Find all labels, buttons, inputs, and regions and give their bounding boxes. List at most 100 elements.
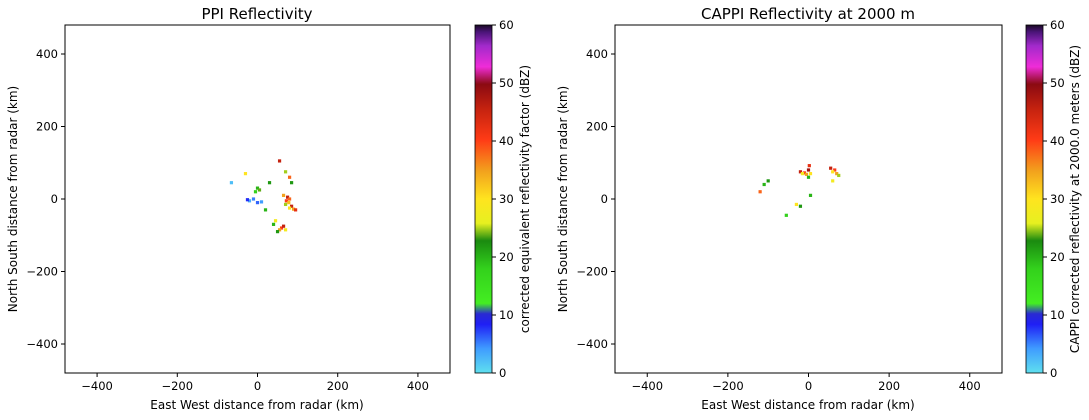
ppi-colorbar-label: corrected equivalent reflectivity factor… <box>518 65 532 333</box>
cappi-y-axis: −400 −200 0 200 400 <box>576 47 615 351</box>
ppi-echo-cell <box>287 175 292 179</box>
ppi-xtick-label: 400 <box>407 379 429 393</box>
ppi-echo-cell <box>284 199 288 203</box>
cappi-echo-cell <box>798 204 803 208</box>
ppi-echo-cell <box>277 159 282 163</box>
ppi-echo-cell <box>263 208 268 212</box>
ppi-echo-cell <box>253 190 258 194</box>
cappi-echo-cell <box>762 182 766 187</box>
cappi-echo-cell <box>831 170 835 174</box>
cappi-echo-cell <box>831 179 835 183</box>
cappi-echo-cell <box>807 164 811 168</box>
ppi-ytick-label: −200 <box>26 265 58 279</box>
cappi-echo-cell <box>802 171 807 175</box>
ppi-x-axis-label: East West distance from radar (km) <box>150 398 363 412</box>
cappi-ytick-label: −400 <box>576 337 608 351</box>
cappi-echo-cell <box>808 172 813 176</box>
ppi-echo-cell <box>281 224 286 228</box>
ppi-echo-cell <box>289 181 294 185</box>
cappi-echo-cell <box>798 170 803 174</box>
cappi-ytick-label: 200 <box>586 120 608 134</box>
ppi-echo-cell <box>271 222 276 226</box>
ppi-colorbar-ticks: 0 10 20 30 40 50 60 <box>492 18 514 380</box>
cappi-echo-cell <box>806 168 811 172</box>
cappi-xtick-label: 0 <box>805 379 812 393</box>
cappi-echo-cell <box>804 172 809 176</box>
ppi-echo-layer <box>229 159 298 234</box>
cappi-chart-title: CAPPI Reflectivity at 2000 m <box>701 5 915 23</box>
ppi-xtick-label: −200 <box>161 379 193 393</box>
ppi-xtick-label: 200 <box>327 379 349 393</box>
ppi-echo-cell <box>279 226 284 230</box>
cappi-colorbar-tick-label: 0 <box>1050 366 1057 380</box>
ppi-echo-cell <box>293 208 298 212</box>
ppi-echo-cell <box>251 197 256 201</box>
cappi-echo-cell <box>766 179 770 183</box>
ppi-echo-cell <box>275 230 280 234</box>
cappi-colorbar-tick-label: 10 <box>1050 308 1065 322</box>
ppi-colorbar-tick-label: 30 <box>499 192 514 206</box>
ppi-echo-cell <box>285 195 290 199</box>
cappi-colorbar-tick-label: 40 <box>1050 134 1065 148</box>
cappi-echo-cell <box>794 202 799 207</box>
cappi-ytick-label: −200 <box>576 265 608 279</box>
cappi-xtick-label: 200 <box>878 379 900 393</box>
ppi-echo-cell <box>255 186 260 190</box>
cappi-xtick-label: −400 <box>631 379 663 393</box>
cappi-xtick-label: −200 <box>712 379 744 393</box>
ppi-echo-cell <box>283 228 288 232</box>
ppi-echo-cell <box>287 206 292 210</box>
cappi-echo-cell <box>837 173 841 178</box>
ppi-echo-cell <box>287 197 292 201</box>
ppi-echo-cell <box>267 181 272 185</box>
ppi-echo-cell <box>255 201 260 205</box>
ppi-echo-cell <box>277 228 282 232</box>
cappi-colorbar-tick-label: 30 <box>1050 192 1065 206</box>
ppi-colorbar-tick-label: 20 <box>499 250 514 264</box>
ppi-echo-cell <box>245 198 250 202</box>
ppi-ytick-label: −400 <box>26 337 58 351</box>
ppi-colorbar-tick-label: 40 <box>499 134 514 148</box>
ppi-echo-cell <box>273 219 278 223</box>
cappi-echo-cell <box>808 193 813 197</box>
ppi-echo-cell <box>247 199 252 203</box>
ppi-echo-cell <box>229 181 234 185</box>
ppi-ytick-label: 200 <box>36 120 58 134</box>
cappi-x-axis-label: East West distance from radar (km) <box>701 398 914 412</box>
cappi-echo-cell <box>833 168 837 172</box>
ppi-plot-area <box>64 24 451 374</box>
ppi-y-axis-label: North South distance from radar (km) <box>6 86 20 312</box>
ppi-echo-cell <box>283 202 288 207</box>
cappi-ytick-label: 0 <box>601 192 608 206</box>
cappi-echo-cell <box>829 166 833 170</box>
ppi-echo-cell <box>289 204 294 208</box>
ppi-y-axis: −400 −200 0 200 400 <box>26 47 65 351</box>
ppi-echo-cell <box>283 170 288 174</box>
ppi-echo-cell <box>257 188 262 192</box>
cappi-colorbar <box>1025 24 1044 374</box>
ppi-echo-cell <box>291 207 296 211</box>
ppi-colorbar <box>474 24 493 374</box>
cappi-plot-area <box>614 24 1003 374</box>
cappi-colorbar-ticks: 0 10 20 30 40 50 60 <box>1043 18 1065 380</box>
ppi-colorbar-tick-label: 0 <box>499 366 506 380</box>
cappi-echo-cell <box>835 172 839 176</box>
ppi-panel: PPI Reflectivity −400 −200 0 200 400 −400−20… <box>6 5 532 412</box>
cappi-echo-layer <box>758 164 841 217</box>
cappi-colorbar-tick-label: 60 <box>1050 18 1065 32</box>
cappi-colorbar-tick-label: 20 <box>1050 250 1065 264</box>
ppi-echo-cell <box>243 172 248 176</box>
cappi-echo-cell <box>784 213 788 217</box>
cappi-colorbar-tick-label: 50 <box>1050 76 1065 90</box>
cappi-echo-cell <box>758 190 762 194</box>
ppi-colorbar-tick-label: 10 <box>499 308 514 322</box>
cappi-panel: CAPPI Reflectivity at 2000 m −400 −200 0 20… <box>556 5 1082 412</box>
cappi-y-axis-label: North South distance from radar (km) <box>556 86 570 312</box>
ppi-chart-title: PPI Reflectivity <box>201 5 312 23</box>
ppi-ytick-label: 0 <box>51 192 58 206</box>
cappi-echo-cell <box>806 175 811 179</box>
ppi-ytick-label: 400 <box>36 47 58 61</box>
cappi-x-axis: −400 −200 0 200 400 <box>631 373 981 393</box>
ppi-echo-cell <box>259 200 264 204</box>
